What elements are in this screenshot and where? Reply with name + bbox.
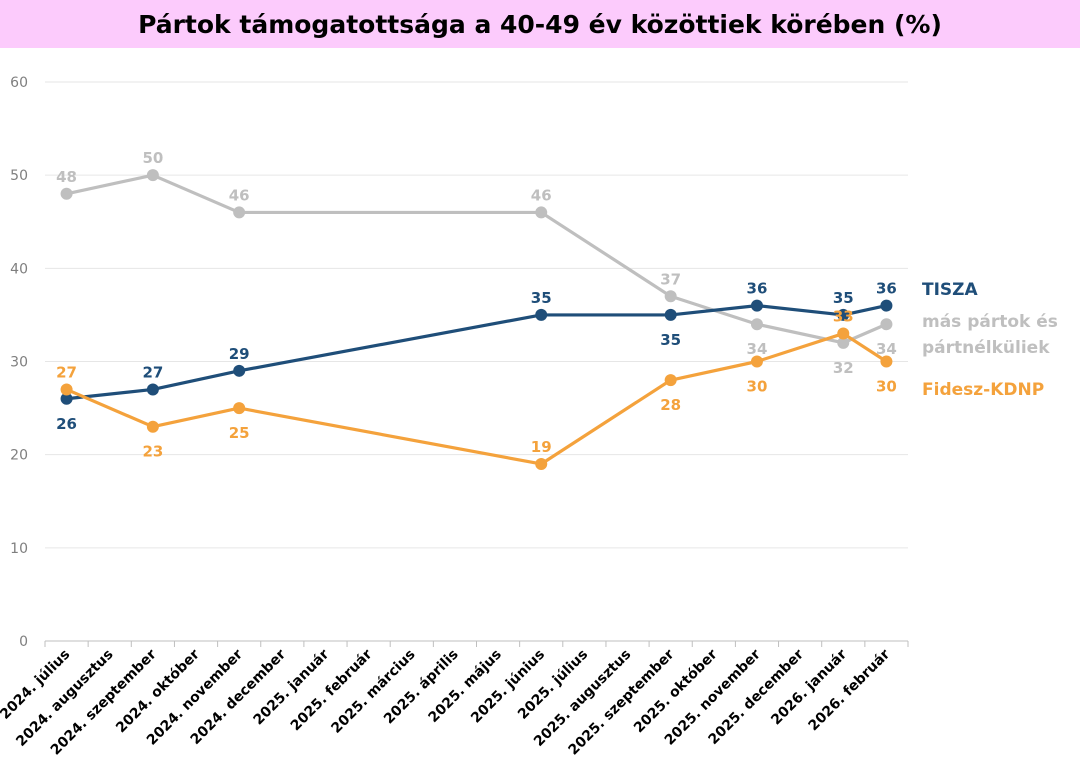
legend-item-fidesz-kdnp: Fidesz-KDNP (922, 377, 1044, 403)
data-point-tisza (750, 299, 763, 312)
data-label-tisza: 36 (876, 280, 897, 298)
data-label-m-s-p-rtok-s-p-rtn-lk-liek: 37 (660, 270, 681, 288)
data-point-m-s-p-rtok-s-p-rtn-lk-liek (880, 318, 893, 331)
data-point-tisza (146, 383, 159, 396)
data-point-tisza (837, 308, 850, 321)
x-tick-label: 2025. április (381, 647, 462, 728)
y-tick-label: 20 (10, 448, 28, 464)
data-point-m-s-p-rtok-s-p-rtn-lk-liek (664, 290, 677, 303)
data-point-m-s-p-rtok-s-p-rtn-lk-liek (146, 169, 159, 182)
legend-item-m-s-p-rtok-s-p-rtn-lk-liek: más pártok és pártnélküliek (922, 309, 1058, 361)
chart-title-bar: Pártok támogatottsága a 40-49 év közötti… (0, 0, 1080, 48)
data-point-tisza (664, 308, 677, 321)
data-point-fidesz-kdnp (60, 383, 73, 396)
data-point-fidesz-kdnp (837, 327, 850, 340)
y-tick-label: 0 (19, 634, 28, 650)
data-label-tisza: 26 (56, 415, 77, 433)
data-label-m-s-p-rtok-s-p-rtn-lk-liek: 32 (833, 359, 854, 377)
series-line-m-s-p-rtok-s-p-rtn-lk-liek (64, 173, 889, 345)
data-label-fidesz-kdnp: 19 (531, 438, 552, 456)
data-label-fidesz-kdnp: 30 (747, 378, 768, 396)
data-label-tisza: 29 (229, 345, 250, 363)
y-tick-label: 10 (10, 541, 28, 557)
legend-label: pártnélküliek (922, 338, 1050, 358)
series-line-fidesz-kdnp (64, 331, 889, 466)
data-label-fidesz-kdnp: 25 (229, 424, 250, 442)
legend-item-tisza: TISZA (922, 277, 978, 303)
data-point-fidesz-kdnp (535, 457, 548, 470)
series-line-tisza (64, 304, 889, 401)
data-label-tisza: 36 (747, 280, 768, 298)
data-label-m-s-p-rtok-s-p-rtn-lk-liek: 48 (56, 168, 77, 186)
y-tick-label: 60 (10, 75, 28, 91)
data-label-m-s-p-rtok-s-p-rtn-lk-liek: 34 (747, 340, 768, 358)
y-tick-label: 50 (10, 168, 28, 184)
y-tick-label: 30 (10, 355, 28, 371)
data-label-tisza: 35 (531, 289, 552, 307)
data-point-fidesz-kdnp (146, 420, 159, 433)
data-label-fidesz-kdnp: 23 (142, 443, 163, 461)
data-point-m-s-p-rtok-s-p-rtn-lk-liek (750, 318, 763, 331)
data-label-tisza: 35 (833, 289, 854, 307)
data-point-m-s-p-rtok-s-p-rtn-lk-liek (837, 336, 850, 349)
data-label-tisza: 35 (660, 331, 681, 349)
data-label-tisza: 27 (142, 363, 163, 381)
data-point-fidesz-kdnp (880, 355, 893, 368)
data-point-tisza (233, 364, 246, 377)
data-label-m-s-p-rtok-s-p-rtn-lk-liek: 46 (531, 186, 552, 204)
data-point-fidesz-kdnp (233, 402, 246, 415)
x-tick-label: 2025. január (250, 646, 332, 728)
data-point-fidesz-kdnp (750, 355, 763, 368)
data-label-fidesz-kdnp: 33 (833, 308, 854, 326)
data-label-fidesz-kdnp: 30 (876, 378, 897, 396)
y-tick-label: 40 (10, 261, 28, 277)
data-point-m-s-p-rtok-s-p-rtn-lk-liek (535, 206, 548, 219)
data-point-m-s-p-rtok-s-p-rtn-lk-liek (60, 187, 73, 200)
data-point-fidesz-kdnp (664, 374, 677, 387)
legend-label: TISZA (922, 280, 978, 300)
data-point-tisza (535, 308, 548, 321)
x-tick-label: 2026. február (806, 646, 894, 734)
legend-label: Fidesz-KDNP (922, 380, 1045, 400)
x-tick-label: 2026. január (768, 646, 850, 728)
data-label-fidesz-kdnp: 28 (660, 396, 681, 414)
data-label-fidesz-kdnp: 27 (56, 363, 77, 381)
data-label-m-s-p-rtok-s-p-rtn-lk-liek: 50 (142, 149, 163, 167)
legend-label: más pártok és (922, 312, 1058, 332)
data-label-m-s-p-rtok-s-p-rtn-lk-liek: 34 (876, 340, 897, 358)
data-label-m-s-p-rtok-s-p-rtn-lk-liek: 46 (229, 186, 250, 204)
data-point-tisza (60, 392, 73, 405)
data-point-m-s-p-rtok-s-p-rtn-lk-liek (233, 206, 246, 219)
chart-title: Pártok támogatottsága a 40-49 év közötti… (138, 9, 942, 39)
x-tick-label: 2025. június (468, 647, 548, 727)
data-point-tisza (880, 299, 893, 312)
